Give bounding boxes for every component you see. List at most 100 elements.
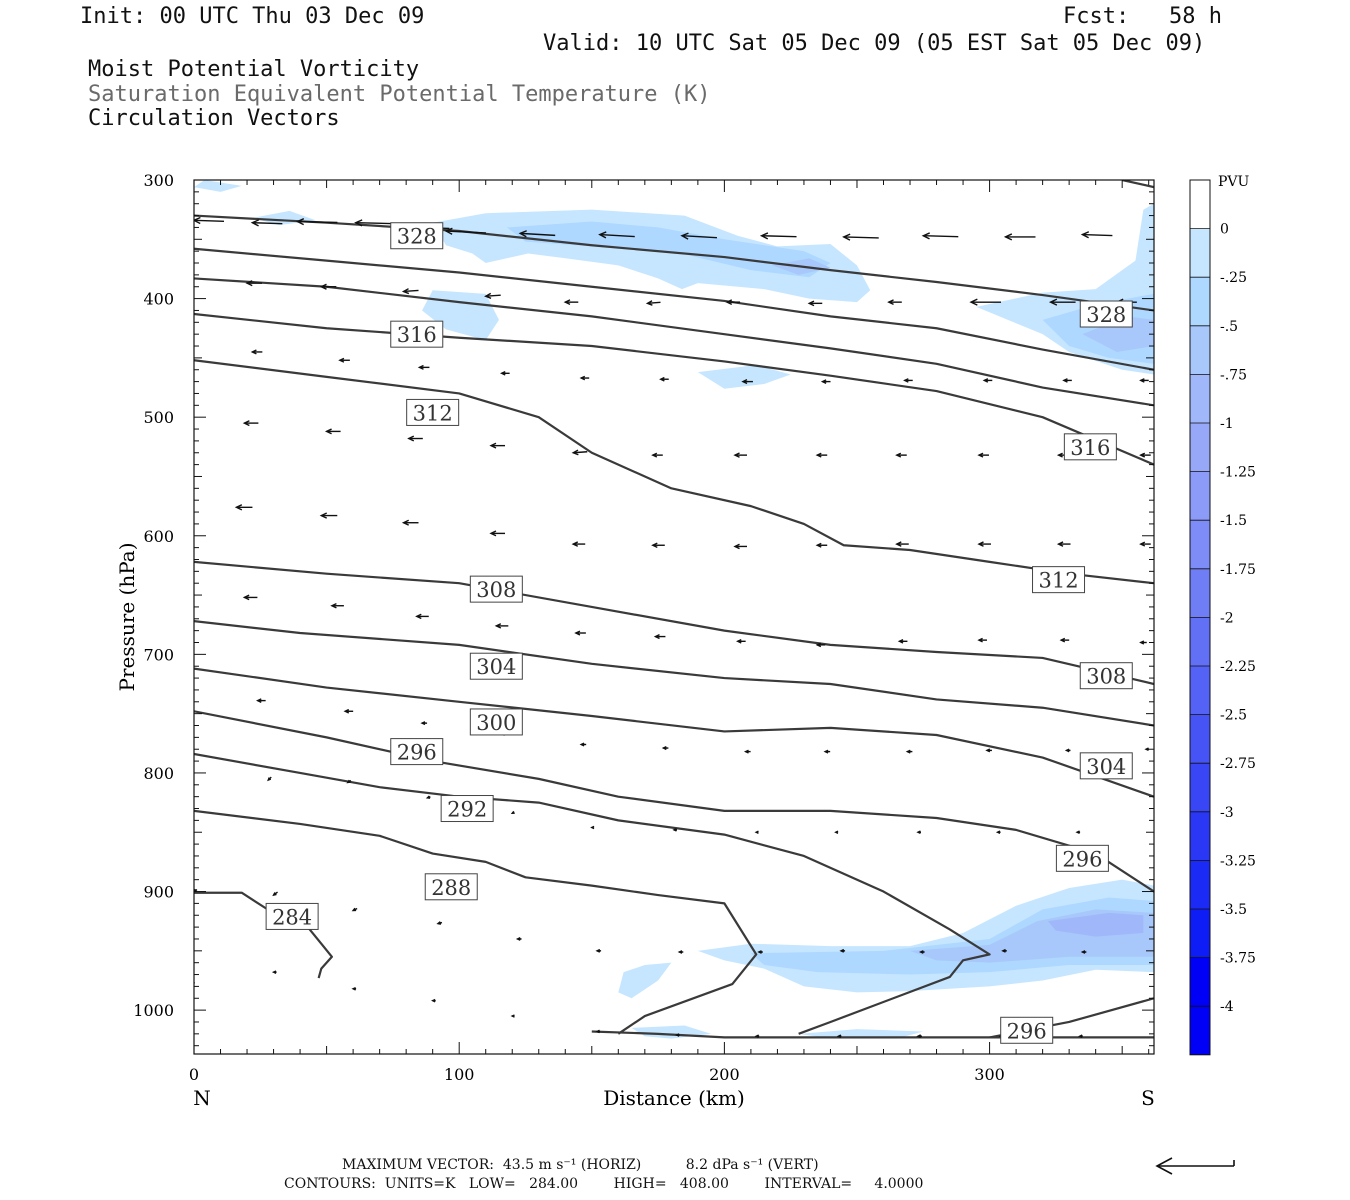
y-tick-label: 600 — [143, 527, 174, 546]
vector-head — [401, 288, 410, 295]
circulation-vector — [489, 530, 506, 537]
pv-shade-region — [798, 1029, 924, 1039]
circulation-vector — [571, 541, 586, 547]
vector-head — [675, 1033, 680, 1037]
vector-head — [887, 299, 894, 306]
pv-shade-region — [194, 180, 242, 192]
circulation-vector — [499, 370, 510, 376]
pv-shade-region — [422, 290, 499, 341]
field-title-pv: Moist Potential Vorticity — [88, 57, 420, 82]
colorbar-swatch — [1190, 860, 1210, 909]
circulation-vector — [815, 542, 828, 548]
vector-head — [916, 1034, 921, 1039]
pv-shade-region — [1082, 316, 1154, 352]
circulation-vector — [271, 970, 277, 974]
circulation-vector — [672, 828, 677, 832]
y-tick-label: 700 — [143, 645, 174, 664]
circulation-vector — [757, 950, 763, 954]
circulation-vector — [574, 630, 586, 636]
circulation-vector — [242, 420, 259, 427]
circulation-vector — [510, 1014, 515, 1018]
vector-head — [242, 420, 250, 427]
theta-es-contour — [194, 809, 758, 1035]
vector-head — [815, 542, 822, 548]
circulation-vector — [895, 541, 909, 547]
contour-label: 296 — [1055, 844, 1109, 872]
contour-label: 312 — [1032, 566, 1086, 594]
x-tick-label: 300 — [974, 1065, 1005, 1084]
vector-head — [815, 452, 822, 458]
y-tick-label: 900 — [143, 883, 174, 902]
contour-label-text: 312 — [413, 401, 453, 425]
vector-shaft — [1082, 233, 1113, 237]
vector-head — [725, 299, 733, 306]
colorbar-swatch — [1190, 763, 1210, 812]
circulation-vector — [515, 937, 522, 941]
contour-label: 328 — [390, 222, 444, 250]
contour-label-box — [1079, 662, 1133, 690]
circulation-vector — [977, 637, 987, 643]
vector-head — [1064, 748, 1070, 753]
vector-head — [484, 292, 492, 299]
theta-es-contour — [194, 752, 991, 1035]
vector-head — [672, 828, 677, 832]
vector-head — [319, 283, 327, 290]
circulation-vector — [431, 998, 436, 1003]
circulation-vector — [677, 950, 684, 954]
contour-label-box — [424, 873, 478, 901]
theta-es-contour — [1121, 180, 1154, 189]
vector-head — [272, 892, 277, 897]
vector-head — [295, 218, 305, 226]
circulation-vector — [595, 1029, 601, 1034]
colorbar-label: -2.75 — [1220, 756, 1256, 772]
vector-head — [595, 948, 601, 953]
colorbar-swatch — [1190, 277, 1210, 326]
contour-label-box — [1032, 566, 1086, 594]
contour-label: 296 — [390, 738, 444, 766]
contour-label-text: 292 — [447, 798, 487, 822]
circulation-vector — [1078, 1034, 1083, 1039]
circulation-vector — [1062, 378, 1072, 383]
vector-head — [499, 370, 506, 376]
circulation-vector — [916, 1034, 922, 1039]
circulation-vector — [1152, 238, 1154, 241]
circulation-vector — [969, 298, 1002, 306]
vector-head — [343, 708, 350, 714]
contour-label-text: 316 — [1070, 436, 1110, 460]
circulation-vector — [842, 233, 879, 241]
vector-shaft — [843, 236, 879, 239]
circulation-vector — [733, 452, 747, 458]
vector-head — [1078, 1034, 1083, 1039]
vector-head — [346, 779, 351, 784]
contour-label: 296 — [1000, 1016, 1054, 1044]
vector-head — [515, 937, 521, 941]
colorbar-swatch — [1190, 811, 1210, 861]
vector-head — [897, 638, 904, 644]
vector-head — [351, 986, 356, 991]
circulation-vector — [741, 379, 753, 385]
circulation-vector — [401, 288, 419, 295]
vector-shaft — [403, 289, 419, 293]
y-axis-title: Pressure (hPa) — [115, 543, 139, 692]
contour-label-box — [440, 795, 494, 823]
circulation-vector — [977, 541, 991, 547]
circulation-vector — [415, 613, 429, 620]
contour-label: 288 — [424, 873, 478, 901]
vector-head — [895, 452, 902, 458]
contour-label-box — [390, 738, 444, 766]
x-tick-label: 100 — [444, 1065, 475, 1084]
circulation-vector — [330, 602, 344, 609]
circulation-vector — [407, 435, 423, 442]
x-tick-label: 0 — [189, 1065, 199, 1084]
vector-head — [733, 543, 740, 550]
vector-head — [977, 452, 984, 458]
contour-label-text: 328 — [397, 225, 437, 249]
vector-head — [903, 378, 909, 383]
circulation-vector — [571, 449, 588, 456]
circulation-vector — [736, 638, 746, 644]
circulation-vector — [897, 638, 908, 644]
pv-shade-region — [506, 221, 831, 278]
vector-head — [1139, 541, 1146, 547]
colorbar-label: -4 — [1220, 999, 1234, 1015]
